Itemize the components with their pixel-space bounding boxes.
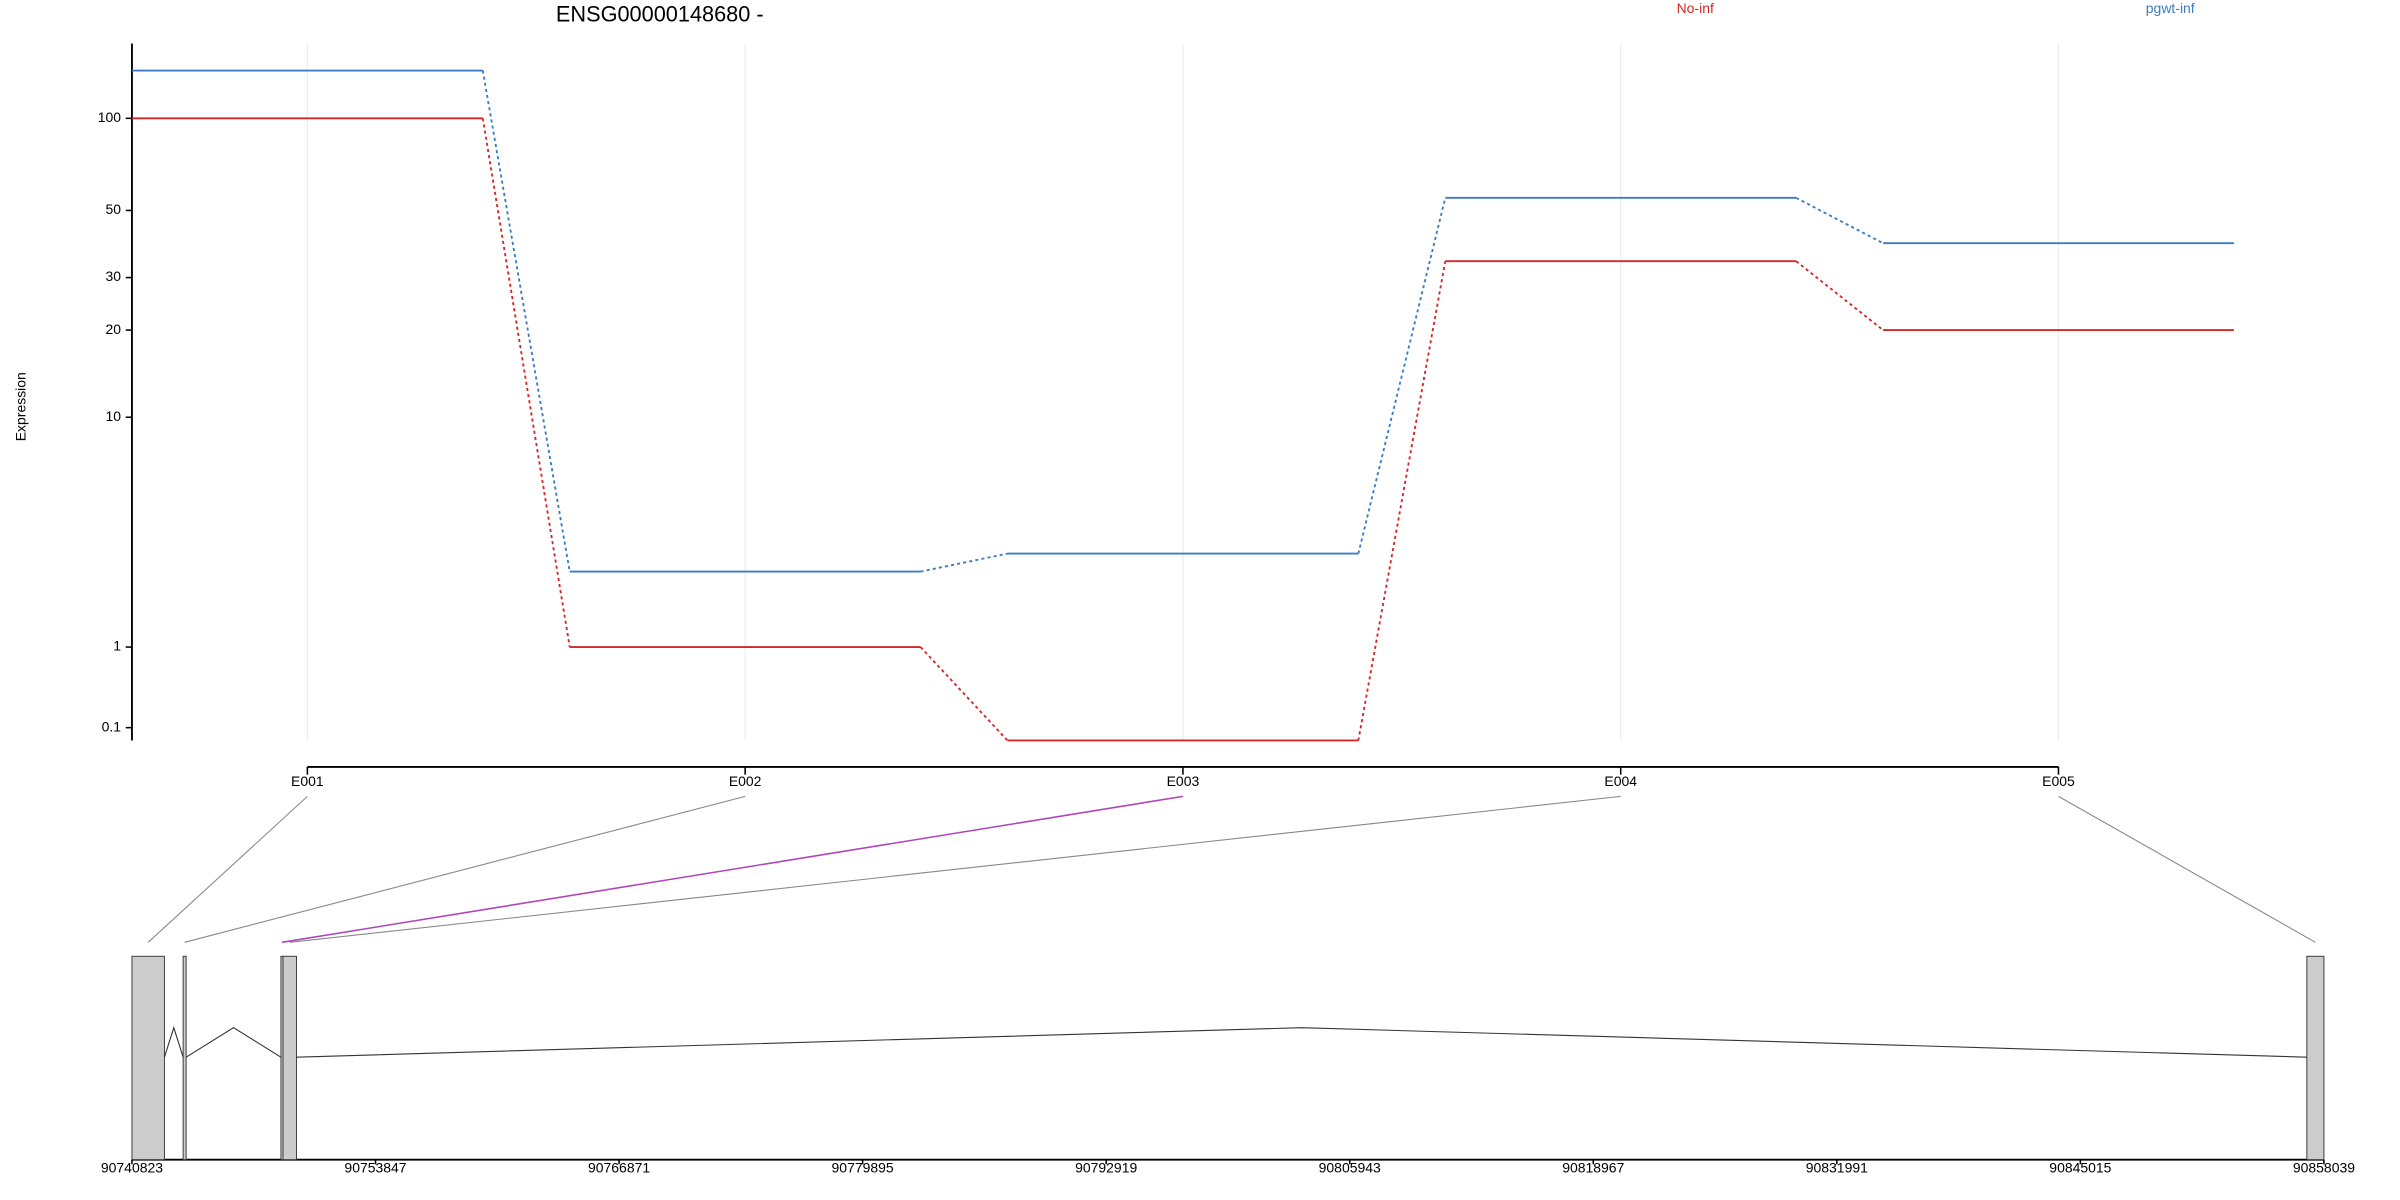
exon <box>182 955 187 1161</box>
legend-label: No-inf <box>1677 0 1714 16</box>
chart-title: ENSG00000148680 - <box>556 1 764 26</box>
gene-tick-label: 90779895 <box>832 1160 894 1176</box>
y-tick-label: 50 <box>106 201 122 217</box>
legend-label: pgwt-inf <box>2146 0 2195 16</box>
intron <box>163 1025 184 1058</box>
gene-tick-label: 90845015 <box>2049 1160 2111 1176</box>
connector <box>1357 197 1447 554</box>
x-tick-label: E002 <box>729 773 762 789</box>
gene-tick-label: 90818967 <box>1562 1160 1624 1176</box>
gene-tick-label: 90766871 <box>588 1160 650 1176</box>
connector <box>1795 197 1884 245</box>
connector <box>481 118 571 648</box>
exon-link <box>2058 795 2316 943</box>
intron <box>296 1027 2307 1058</box>
y-tick-label: 1 <box>113 638 121 654</box>
x-tick-label: E003 <box>1167 773 1200 789</box>
gene-tick-label: 90805943 <box>1319 1160 1381 1176</box>
y-tick-label: 20 <box>106 321 122 337</box>
exon-link <box>184 795 746 943</box>
connector <box>1357 261 1447 741</box>
exon <box>282 955 297 1161</box>
exon-link <box>289 795 1621 943</box>
connector <box>1795 260 1884 331</box>
x-tick-label: E001 <box>291 773 324 789</box>
x-tick-label: E005 <box>2042 773 2075 789</box>
intron <box>185 1027 282 1058</box>
y-axis-label: Expression <box>12 372 28 441</box>
connector <box>920 552 1008 573</box>
gene-tick-label: 90831991 <box>1806 1160 1868 1176</box>
gene-tick-label: 90753847 <box>344 1160 406 1176</box>
connector <box>919 646 1009 742</box>
y-tick-label: 10 <box>106 408 122 424</box>
y-tick-label: 100 <box>98 109 122 125</box>
gene-tick-label: 90858039 <box>2293 1160 2355 1176</box>
exon-link <box>147 795 308 943</box>
x-tick-label: E004 <box>1604 773 1637 789</box>
exon <box>131 955 165 1161</box>
exon <box>2306 955 2325 1161</box>
connector <box>481 70 571 572</box>
gene-tick-label: 90740823 <box>101 1160 163 1176</box>
y-tick-label: 0.1 <box>102 718 122 734</box>
gene-tick-label: 90792919 <box>1075 1160 1137 1176</box>
exon-link <box>281 795 1184 944</box>
y-tick-label: 30 <box>106 268 122 284</box>
